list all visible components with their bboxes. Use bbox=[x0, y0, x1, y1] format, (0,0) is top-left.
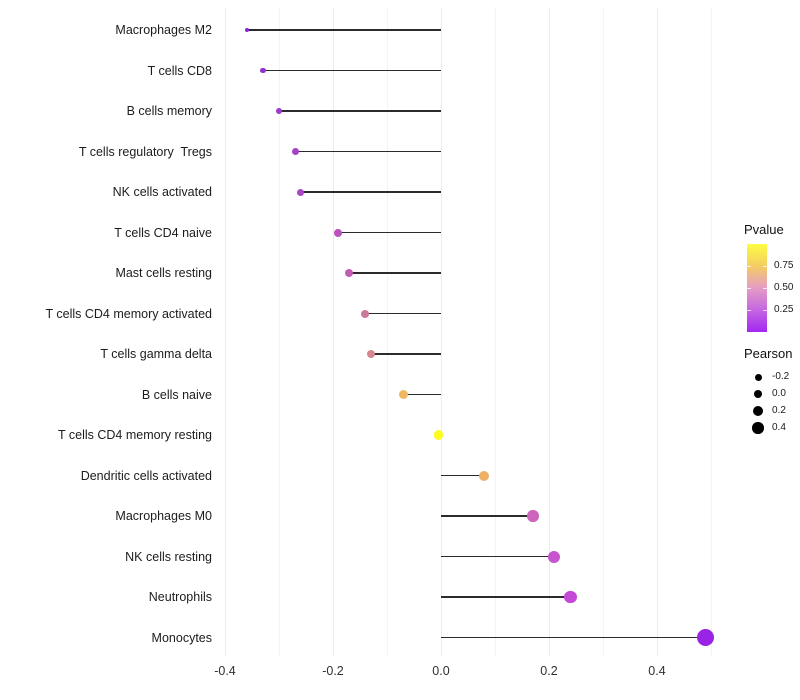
pvalue-bar-tick bbox=[763, 266, 767, 267]
pvalue-tick-label: 0.75 bbox=[774, 260, 794, 271]
lollipop-point bbox=[527, 510, 539, 522]
lollipop-stem bbox=[338, 231, 441, 234]
pearson-legend-dot bbox=[753, 406, 763, 416]
lollipop-point bbox=[334, 228, 343, 237]
lollipop-point bbox=[398, 390, 408, 399]
category-label: Macrophages M0 bbox=[115, 509, 212, 523]
x-axis-tick-label: -0.2 bbox=[322, 664, 344, 678]
pearson-legend-label: 0.4 bbox=[772, 422, 786, 433]
major-gridline bbox=[225, 8, 226, 656]
lollipop-point bbox=[433, 430, 444, 440]
lollipop-stem bbox=[365, 312, 441, 315]
lollipop-stem bbox=[246, 29, 441, 31]
lollipop-stem bbox=[441, 636, 706, 639]
category-label: T cells regulatory Tregs bbox=[78, 144, 212, 159]
category-label: B cells naive bbox=[141, 387, 212, 402]
lollipop-stem bbox=[300, 191, 441, 193]
lollipop-point bbox=[564, 590, 577, 604]
lollipop-stem bbox=[262, 69, 441, 72]
minor-gridline bbox=[495, 8, 496, 656]
category-label: Macrophages M2 bbox=[115, 23, 212, 37]
pvalue-gradient bbox=[747, 244, 767, 332]
pvalue-bar-tick bbox=[747, 288, 751, 289]
minor-gridline bbox=[387, 8, 388, 656]
pearson-legend-title: Pearson bbox=[744, 346, 793, 361]
lollipop-point bbox=[361, 309, 370, 318]
lollipop-point bbox=[275, 107, 283, 115]
pvalue-legend-title: Pvalue bbox=[744, 222, 784, 237]
pvalue-tick-label: 0.50 bbox=[774, 282, 794, 293]
pearson-legend-label: 0.0 bbox=[772, 388, 786, 399]
lollipop-point bbox=[345, 269, 354, 277]
lollipop-stem bbox=[441, 596, 571, 598]
pearson-legend-label: -0.2 bbox=[772, 371, 790, 382]
minor-gridline bbox=[603, 8, 604, 656]
pvalue-bar-tick bbox=[763, 288, 767, 289]
pearson-legend-dot bbox=[753, 389, 763, 399]
category-label: Dendritic cells activated bbox=[80, 468, 212, 483]
pvalue-bar-tick bbox=[747, 266, 751, 267]
lollipop-stem bbox=[403, 393, 441, 396]
category-label: T cells CD4 naive bbox=[114, 225, 212, 240]
lollipop-point bbox=[479, 470, 490, 481]
pearson-legend-dot bbox=[752, 422, 764, 434]
pvalue-legend: Pvalue bbox=[744, 222, 800, 237]
category-label: Neutrophils bbox=[148, 590, 212, 604]
category-label: T cells CD4 memory resting bbox=[58, 428, 212, 442]
category-label: B cells memory bbox=[126, 104, 212, 118]
lollipop-stem bbox=[370, 353, 441, 355]
major-gridline bbox=[333, 8, 334, 656]
lollipop-point bbox=[697, 629, 715, 646]
category-label: T cells CD8 bbox=[147, 63, 212, 78]
major-gridline bbox=[441, 8, 442, 656]
category-label: Mast cells resting bbox=[115, 266, 212, 280]
x-axis-tick-label: 0.2 bbox=[540, 664, 558, 678]
lollipop-point bbox=[297, 188, 305, 196]
category-label: Monocytes bbox=[151, 630, 212, 645]
lollipop-point bbox=[244, 28, 249, 32]
minor-gridline bbox=[711, 8, 712, 656]
lollipop-stem bbox=[441, 515, 533, 517]
plot-panel bbox=[222, 8, 715, 656]
lollipop-stem bbox=[279, 110, 441, 112]
pvalue-colorbar bbox=[747, 244, 767, 332]
lollipop-point bbox=[291, 148, 299, 155]
x-axis-tick-label: -0.4 bbox=[214, 664, 236, 678]
lollipop-stem bbox=[441, 555, 555, 558]
pvalue-bar-tick bbox=[747, 310, 751, 311]
category-label: NK cells resting bbox=[125, 549, 212, 564]
x-axis-tick-label: 0.4 bbox=[648, 664, 666, 678]
category-label: T cells gamma delta bbox=[100, 347, 212, 361]
lollipop-point bbox=[260, 67, 266, 74]
major-gridline bbox=[549, 8, 550, 656]
pearson-legend-label: 0.2 bbox=[772, 405, 786, 416]
lollipop-point bbox=[366, 349, 376, 359]
lollipop-stem bbox=[441, 474, 485, 477]
pvalue-tick-label: 0.25 bbox=[774, 304, 794, 315]
lollipop-stem bbox=[349, 272, 441, 274]
category-label: T cells CD4 memory activated bbox=[45, 306, 213, 321]
x-axis-tick-label: 0.0 bbox=[432, 664, 450, 678]
lollipop-stem bbox=[295, 150, 441, 153]
lollipop-point bbox=[548, 550, 561, 563]
major-gridline bbox=[657, 8, 658, 656]
minor-gridline bbox=[279, 8, 280, 656]
pvalue-bar-tick bbox=[763, 310, 767, 311]
pearson-legend-dot bbox=[754, 373, 762, 381]
category-label: NK cells activated bbox=[112, 185, 212, 199]
